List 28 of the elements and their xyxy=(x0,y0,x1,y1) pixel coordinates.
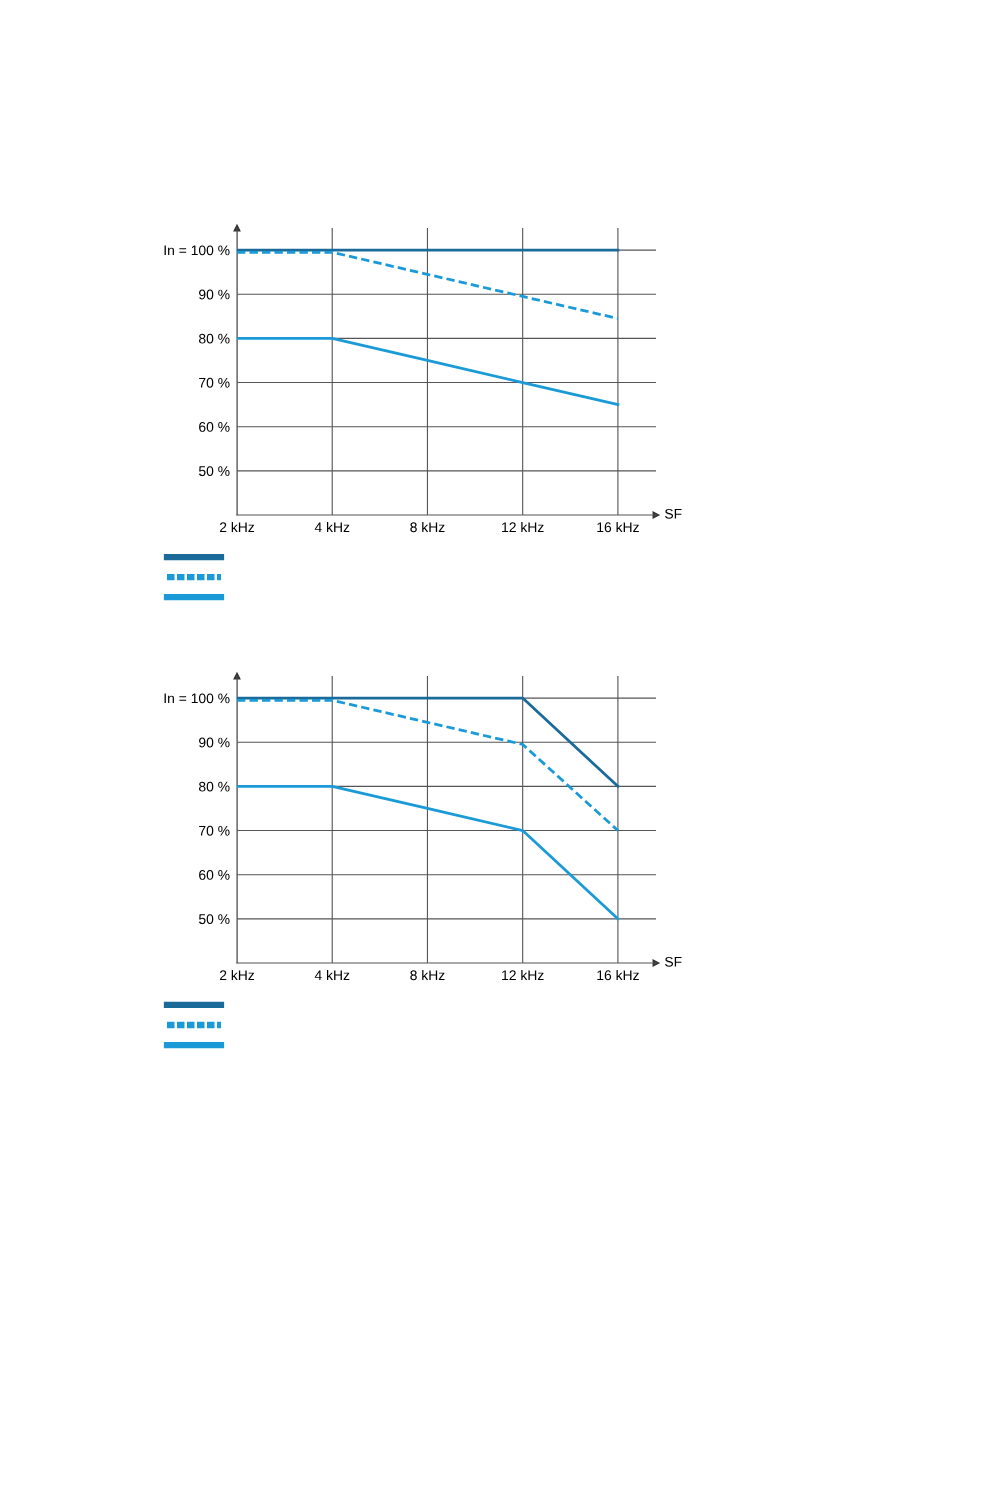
x-tick-label: 8 kHz xyxy=(410,969,445,981)
x-tick-label: 16 kHz xyxy=(597,969,639,981)
x-tick-label: 4 kHz xyxy=(314,969,350,981)
x-tick-label: 16 kHz xyxy=(597,521,639,533)
x-tick-label: 2 kHz xyxy=(219,969,255,981)
x-tick-label: 4 kHz xyxy=(314,521,350,533)
line-series xyxy=(237,784,620,921)
y-tick-label: 80 % xyxy=(199,781,230,792)
line-series xyxy=(237,250,620,320)
x-tick-label: 12 kHz xyxy=(502,969,544,981)
y-tick-label: 70 % xyxy=(199,825,230,836)
y-tick-label: 50 % xyxy=(198,914,230,925)
line-series xyxy=(237,698,620,832)
y-tick-label: 70 % xyxy=(199,377,230,388)
y-tick-label: 90 % xyxy=(199,289,230,300)
y-tick-label: In = 100 % xyxy=(164,245,230,256)
x-tick-label: 8 kHz xyxy=(410,521,445,533)
x-axis-title: SF xyxy=(665,956,682,967)
y-tick-label: 90 % xyxy=(199,737,230,748)
x-axis-title: SF xyxy=(665,508,682,519)
y-tick-label: 60 % xyxy=(199,870,230,880)
x-tick-label: 2 kHz xyxy=(219,521,255,533)
y-tick-label: 80 % xyxy=(199,333,230,344)
y-tick-label: In = 100 % xyxy=(164,693,230,704)
y-tick-label: 50 % xyxy=(198,466,230,477)
line-series xyxy=(237,336,620,407)
y-tick-label: 60 % xyxy=(199,422,230,432)
x-tick-label: 12 kHz xyxy=(502,521,544,533)
